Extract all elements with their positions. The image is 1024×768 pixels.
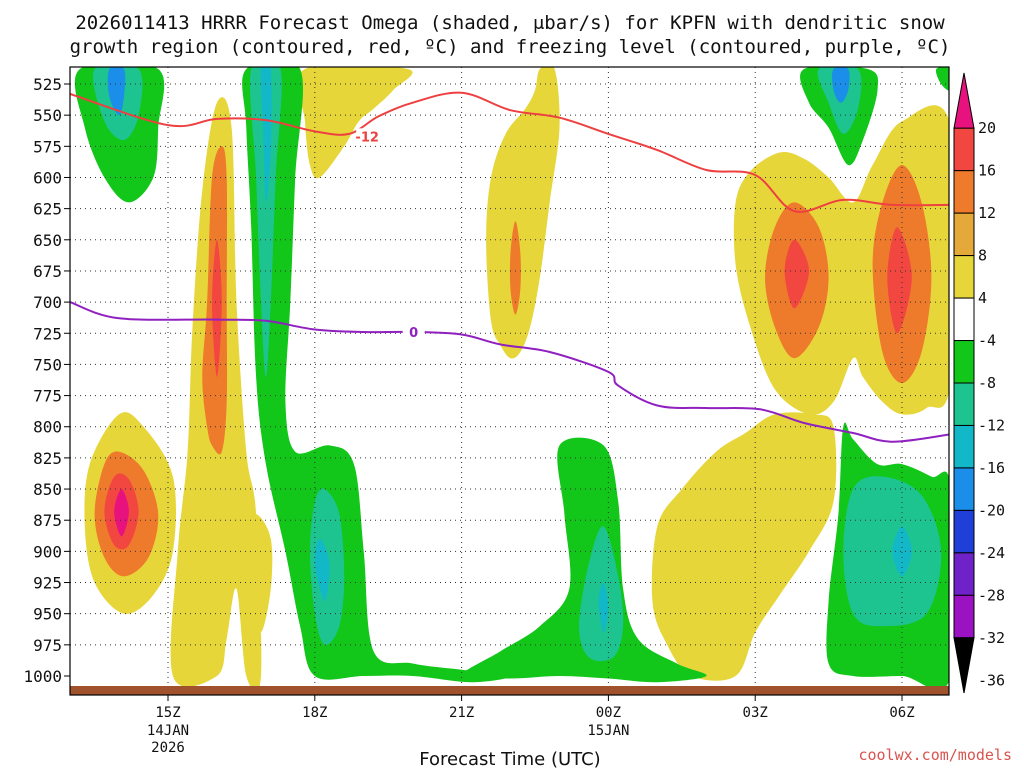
colorbar-label-12: -32 (978, 629, 1005, 647)
contour-line-freezing-level (70, 301, 949, 443)
colorbar: 20 16 12 8 4 -4 -8 -12 -16 -20 -24 -28 -32 -36 (953, 72, 1005, 694)
omega-magenta-lower-left-core (114, 489, 129, 537)
colorbar-segment-3 (953, 212, 975, 257)
colorbar-segment-8 (953, 424, 975, 469)
omega-blue-left-column (260, 67, 272, 203)
y-tick-label-600: 600 (33, 168, 62, 187)
x-tick-label-00Z: 00Z (596, 705, 621, 721)
omega-green-mid-lower (461, 437, 707, 683)
x-tick-label-03Z: 03Z (743, 705, 768, 721)
colorbar-label-5: -4 (978, 332, 996, 350)
omega-yellow-top-mid (297, 67, 413, 179)
y-axis: 525 550 575 600 625 650 675 700 725 750 775 800 825 8… (23, 75, 70, 686)
y-tick-label-700: 700 (33, 293, 62, 312)
y-tick-label-550: 550 (33, 106, 62, 125)
y-tick-label-875: 875 (33, 511, 62, 530)
colorbar-segment-4 (953, 255, 975, 299)
y-tick-label-650: 650 (33, 231, 62, 250)
y-tick-label-750: 750 (33, 355, 62, 374)
y-tick-label-825: 825 (33, 449, 62, 468)
omega-yellow-right-lower (651, 412, 837, 681)
x-axis-label: Forecast Time (UTC) (419, 749, 600, 768)
chart-title-line-2: growth region (contoured, red, ºC) and f… (70, 36, 951, 58)
colorbar-segment-5 (953, 297, 975, 342)
contour-label-dendritic-growth-region: -12 (355, 130, 379, 145)
omega-yellow-mid-column (486, 67, 560, 359)
colorbar-label-9: -20 (978, 501, 1005, 519)
y-tick-label-775: 775 (33, 387, 62, 406)
x-tick-sublabel-15Z-1: 2026 (151, 740, 185, 756)
contour-label-bg-freezing-level (402, 324, 425, 340)
y-tick-label-850: 850 (33, 480, 62, 499)
colorbar-label-7: -12 (978, 416, 1005, 434)
y-tick-label-575: 575 (33, 137, 62, 156)
contour-line-dendritic-growth-region (70, 91, 949, 213)
x-tick-label-15Z: 15Z (155, 705, 180, 721)
colorbar-segment-10 (953, 509, 975, 554)
colorbar-segment-11 (953, 552, 975, 596)
omega-orange-mid (509, 221, 521, 315)
colorbar-segment-6 (953, 340, 975, 384)
colorbar-label-3: 8 (978, 247, 987, 265)
omega-green-far-topright (935, 67, 949, 91)
colorbar-label-0: 20 (978, 119, 996, 137)
colorbar-label-1: 16 (978, 162, 996, 180)
terrain-bar (70, 686, 949, 695)
omega-teal-left-column (249, 67, 282, 377)
y-tick-label-950: 950 (33, 605, 62, 624)
omega-blue-topleft (107, 67, 126, 116)
omega-green-left-column (242, 67, 511, 683)
y-tick-label-800: 800 (33, 418, 62, 437)
y-tick-label-625: 625 (33, 200, 62, 219)
colorbar-label-2: 12 (978, 204, 996, 222)
colorbar-label-13: -36 (978, 671, 1005, 689)
watermark: coolwx.com/models (858, 746, 1012, 764)
omega-red-right-b (887, 227, 912, 334)
colorbar-segment-top-arrow (953, 72, 975, 129)
x-tick-sublabel-15Z-0: 14JAN (147, 723, 189, 739)
omega-red-right-a (784, 239, 809, 309)
y-tick-label-900: 900 (33, 542, 62, 561)
colorbar-label-4: 4 (978, 289, 987, 307)
x-tick-sublabel-00Z-0: 15JAN (587, 723, 629, 739)
y-tick-label-925: 925 (33, 574, 62, 593)
colorbar-segment-9 (953, 467, 975, 511)
y-tick-label-725: 725 (33, 324, 62, 343)
y-tick-label-1000: 1000 (23, 667, 62, 686)
contour-label-bg-dendritic-growth-region (356, 128, 379, 144)
omega-blue-mid-lower (598, 582, 609, 633)
x-tick-label-06Z: 06Z (889, 705, 914, 721)
omega-red-left (212, 239, 222, 377)
omega-yellow-low-small (239, 513, 273, 633)
y-tick-label-675: 675 (33, 262, 62, 281)
omega-shading-layer (74, 67, 949, 692)
plot-frame (69, 66, 950, 696)
colorbar-label-6: -8 (978, 374, 996, 392)
colorbar-segment-12 (953, 594, 975, 639)
colorbar-label-10: -24 (978, 544, 1005, 562)
colorbar-segment-1 (953, 127, 975, 172)
y-tick-label-525: 525 (33, 75, 62, 94)
colorbar-label-8: -16 (978, 459, 1005, 477)
colorbar-segment-bottom-arrow (953, 637, 975, 694)
x-tick-label-21Z: 21Z (449, 705, 474, 721)
contour-layer: -12 0 (70, 91, 949, 443)
colorbar-label-11: -28 (978, 586, 1005, 604)
colorbar-segment-7 (953, 382, 975, 426)
omega-teal-left-lower-core (314, 538, 330, 602)
omega-blue-topright (832, 67, 850, 103)
contour-label-freezing-level: 0 (409, 326, 418, 341)
y-tick-label-975: 975 (33, 636, 62, 655)
omega-blue-right-lower (892, 526, 912, 577)
x-tick-label-18Z: 18Z (302, 705, 327, 721)
colorbar-segment-2 (953, 170, 975, 214)
chart-title-line-1: 2026011413 HRRR Forecast Omega (shaded, … (75, 12, 945, 34)
